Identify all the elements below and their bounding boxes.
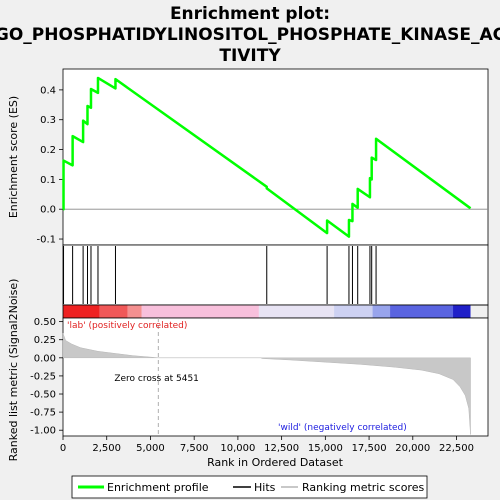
heat-segment <box>390 305 454 318</box>
positive-correlation-label: 'lab' (positively correlated) <box>67 321 187 331</box>
es-ytick-label: 0.0 <box>40 205 56 216</box>
x-tick-label: 12,500 <box>264 443 299 454</box>
es-y-axis-label: Enrichment score (ES) <box>7 96 20 218</box>
heat-segment <box>141 305 259 318</box>
metric-ytick-label: -0.25 <box>30 371 56 382</box>
es-ytick-label: 0.2 <box>40 145 56 156</box>
x-tick-label: 10,000 <box>220 443 255 454</box>
zero-cross-label: Zero cross at 5451 <box>114 374 199 384</box>
ranking-metric-area <box>62 333 471 435</box>
chart-title-line1: Enrichment plot: <box>170 4 330 24</box>
x-tick-label: 7,500 <box>180 443 209 454</box>
x-tick-label: 15,000 <box>308 443 343 454</box>
x-tick-label: 17,500 <box>352 443 387 454</box>
ranking-heat-bar <box>63 305 471 318</box>
heat-segment <box>99 305 128 318</box>
x-axis-label: Rank in Ordered Dataset <box>207 456 344 469</box>
es-ytick-label: 0.1 <box>40 175 56 186</box>
chart-title-line3: TIVITY <box>219 46 281 66</box>
x-tick-label: 20,000 <box>395 443 430 454</box>
x-tick-label: 22,500 <box>439 443 474 454</box>
es-ytick-label: 0.3 <box>40 115 56 126</box>
hits-panel <box>62 244 489 306</box>
heat-segment <box>258 305 335 318</box>
hits-group <box>63 246 377 304</box>
metric-panel <box>62 317 489 437</box>
es-y-axis: -0.1 0.0 0.1 0.2 0.3 0.4 <box>36 85 63 246</box>
x-tick-label: 0 <box>60 443 66 454</box>
x-axis: 0 2,500 5,000 7,500 10,000 12,500 15,000 17,500… <box>60 436 474 454</box>
metric-ytick-label: -0.50 <box>30 390 56 401</box>
metric-ytick-label: 0.25 <box>34 335 56 346</box>
enrichment-profile-line <box>62 76 472 238</box>
metric-ytick-label: 0.00 <box>34 353 56 364</box>
metric-y-axis: -1.00 -0.75 -0.50 -0.25 0.00 0.25 0.50 <box>30 317 63 437</box>
heat-segment <box>334 305 373 318</box>
metric-ytick-label: -0.75 <box>30 408 56 419</box>
metric-y-axis-label: Ranked list metric (Signal2Noise) <box>7 279 20 462</box>
es-ytick-label: 0.4 <box>40 85 56 96</box>
heat-segment <box>127 305 142 318</box>
legend-enrichment-profile: Enrichment profile <box>107 481 209 494</box>
x-tick-label: 2,500 <box>92 443 121 454</box>
x-tick-label: 5,000 <box>136 443 165 454</box>
es-panel <box>62 68 489 246</box>
heat-segment <box>453 305 471 318</box>
heat-segment <box>63 305 100 318</box>
chart-title-line2: GO_PHOSPHATIDYLINOSITOL_PHOSPHATE_KINASE… <box>0 25 500 45</box>
metric-ytick-label: 0.50 <box>34 317 56 328</box>
metric-ytick-label: -1.00 <box>30 426 56 437</box>
negative-correlation-label: 'wild' (negatively correlated) <box>278 423 407 433</box>
legend-hits: Hits <box>254 481 276 494</box>
legend-ranking-metric: Ranking metric scores <box>302 481 424 494</box>
heat-segment <box>372 305 391 318</box>
es-ytick-label: -0.1 <box>36 235 56 246</box>
